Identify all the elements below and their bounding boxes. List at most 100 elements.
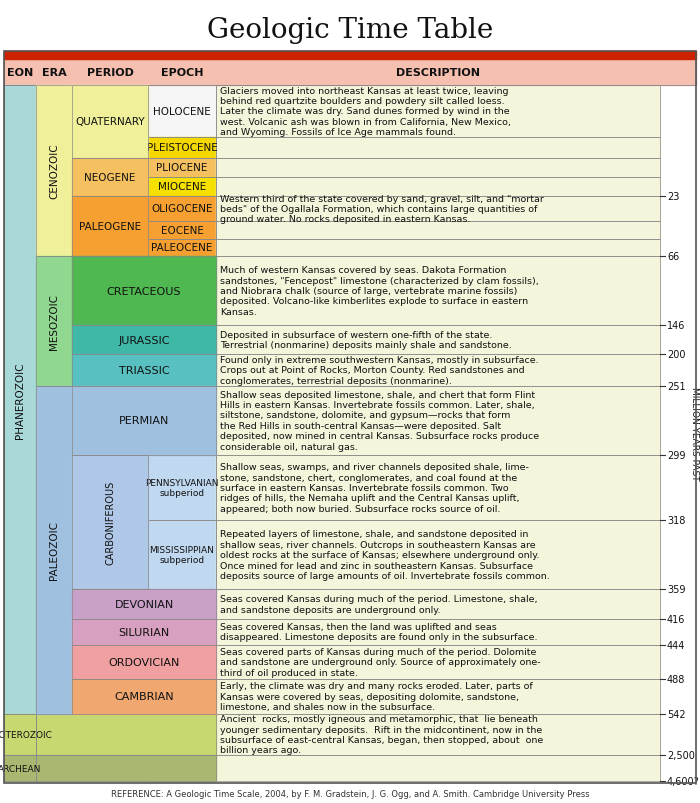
- Bar: [72, 326, 216, 355]
- Bar: [148, 86, 216, 137]
- Text: 2,500: 2,500: [667, 750, 695, 760]
- Bar: [36, 86, 72, 257]
- Bar: [72, 86, 148, 158]
- Bar: [216, 257, 660, 326]
- Bar: [72, 645, 216, 679]
- Bar: [216, 355, 660, 386]
- Bar: [72, 355, 216, 386]
- Bar: [4, 714, 36, 755]
- Text: MILLION YEARS PAST: MILLION YEARS PAST: [690, 387, 699, 480]
- Bar: [216, 455, 660, 520]
- Text: Repeated layers of limestone, shale, and sandstone deposited in
shallow seas, ri: Repeated layers of limestone, shale, and…: [220, 530, 550, 581]
- Bar: [148, 239, 216, 257]
- Bar: [216, 714, 660, 755]
- Bar: [72, 455, 148, 589]
- Bar: [216, 239, 660, 257]
- Bar: [4, 60, 696, 86]
- Bar: [216, 520, 660, 589]
- Text: 488: 488: [667, 675, 685, 684]
- Bar: [36, 714, 216, 755]
- Text: Glaciers moved into northeast Kansas at least twice, leaving
behind red quartzit: Glaciers moved into northeast Kansas at …: [220, 87, 511, 137]
- Text: PLIOCENE: PLIOCENE: [156, 163, 208, 173]
- Text: CAMBRIAN: CAMBRIAN: [114, 691, 174, 702]
- Text: Shallow seas, swamps, and river channels deposited shale, lime-
stone, sandstone: Shallow seas, swamps, and river channels…: [220, 463, 529, 513]
- Text: EOCENE: EOCENE: [160, 226, 204, 236]
- Text: CARBONIFEROUS: CARBONIFEROUS: [105, 480, 115, 565]
- Text: 444: 444: [667, 640, 685, 650]
- Bar: [148, 755, 216, 781]
- Text: 251: 251: [667, 381, 685, 391]
- Text: EPOCH: EPOCH: [161, 68, 203, 78]
- Text: 4,600?: 4,600?: [667, 776, 700, 786]
- Bar: [216, 679, 660, 714]
- Bar: [148, 177, 216, 196]
- Bar: [72, 355, 216, 386]
- Text: Early, the climate was dry and many rocks eroded. Later, parts of
Kansas were co: Early, the climate was dry and many rock…: [220, 682, 533, 711]
- Bar: [148, 158, 216, 177]
- Bar: [72, 86, 148, 158]
- Text: Western third of the state covered by sand, gravel, silt, and "mortar
beds" of t: Western third of the state covered by sa…: [220, 194, 544, 224]
- Text: PENNSYLVANIAN
subperiod: PENNSYLVANIAN subperiod: [146, 478, 218, 498]
- Bar: [148, 520, 216, 589]
- Text: Seas covered Kansas during much of the period. Limestone, shale,
and sandstone d: Seas covered Kansas during much of the p…: [220, 594, 538, 614]
- Bar: [216, 645, 660, 679]
- Text: TRIASSIC: TRIASSIC: [119, 365, 169, 376]
- Text: DEVONIAN: DEVONIAN: [114, 599, 174, 609]
- Bar: [216, 86, 660, 137]
- Text: 318: 318: [667, 516, 685, 525]
- Text: Geologic Time Table: Geologic Time Table: [207, 17, 493, 43]
- Text: 416: 416: [667, 613, 685, 624]
- Bar: [216, 619, 660, 645]
- Text: SILURIAN: SILURIAN: [118, 627, 169, 637]
- Text: Found only in extreme southwestern Kansas, mostly in subsurface.
Crops out at Po: Found only in extreme southwestern Kansa…: [220, 356, 538, 385]
- Bar: [72, 589, 216, 619]
- Text: Seas covered Kansas, then the land was uplifted and seas
disappeared. Limestone : Seas covered Kansas, then the land was u…: [220, 622, 538, 642]
- Bar: [148, 455, 216, 520]
- Bar: [72, 326, 216, 355]
- Bar: [216, 177, 660, 196]
- Bar: [4, 60, 696, 86]
- Text: REFERENCE: A Geologic Time Scale, 2004, by F. M. Gradstein, J. G. Ogg, and A. Sm: REFERENCE: A Geologic Time Scale, 2004, …: [111, 789, 589, 798]
- Text: ARCHEAN: ARCHEAN: [0, 764, 42, 772]
- Bar: [148, 196, 216, 222]
- Bar: [72, 386, 216, 455]
- Bar: [72, 257, 216, 326]
- Bar: [216, 177, 660, 196]
- Bar: [216, 222, 660, 239]
- Bar: [148, 137, 216, 158]
- Bar: [72, 679, 216, 714]
- Bar: [148, 755, 216, 781]
- Bar: [216, 589, 660, 619]
- Bar: [148, 86, 216, 137]
- Bar: [148, 196, 216, 222]
- Text: ERA: ERA: [41, 68, 66, 78]
- Bar: [148, 520, 216, 589]
- Text: 146: 146: [667, 320, 685, 331]
- Bar: [148, 137, 216, 158]
- Text: Deposited in subsurface of western one-fifth of the state.
Terrestrial (nonmarin: Deposited in subsurface of western one-f…: [220, 331, 512, 350]
- Bar: [72, 619, 216, 645]
- Text: NEOGENE: NEOGENE: [84, 173, 136, 182]
- Bar: [72, 679, 216, 714]
- Bar: [216, 755, 660, 781]
- Text: MESOZOIC: MESOZOIC: [49, 293, 59, 349]
- Text: Shallow seas deposited limestone, shale, and chert that form Flint
Hills in east: Shallow seas deposited limestone, shale,…: [220, 390, 539, 451]
- Bar: [216, 257, 660, 326]
- Text: OLIGOCENE: OLIGOCENE: [151, 204, 213, 214]
- Bar: [216, 386, 660, 455]
- Bar: [216, 355, 660, 386]
- Bar: [72, 196, 148, 257]
- Text: PALEOZOIC: PALEOZOIC: [49, 520, 59, 579]
- Text: QUATERNARY: QUATERNARY: [75, 117, 145, 127]
- Bar: [36, 755, 216, 781]
- Bar: [216, 386, 660, 455]
- Bar: [148, 158, 216, 177]
- Text: MIOCENE: MIOCENE: [158, 181, 206, 192]
- Bar: [4, 714, 36, 755]
- Bar: [216, 239, 660, 257]
- Bar: [216, 196, 660, 222]
- Bar: [216, 645, 660, 679]
- Bar: [216, 589, 660, 619]
- Bar: [36, 386, 72, 714]
- Bar: [148, 177, 216, 196]
